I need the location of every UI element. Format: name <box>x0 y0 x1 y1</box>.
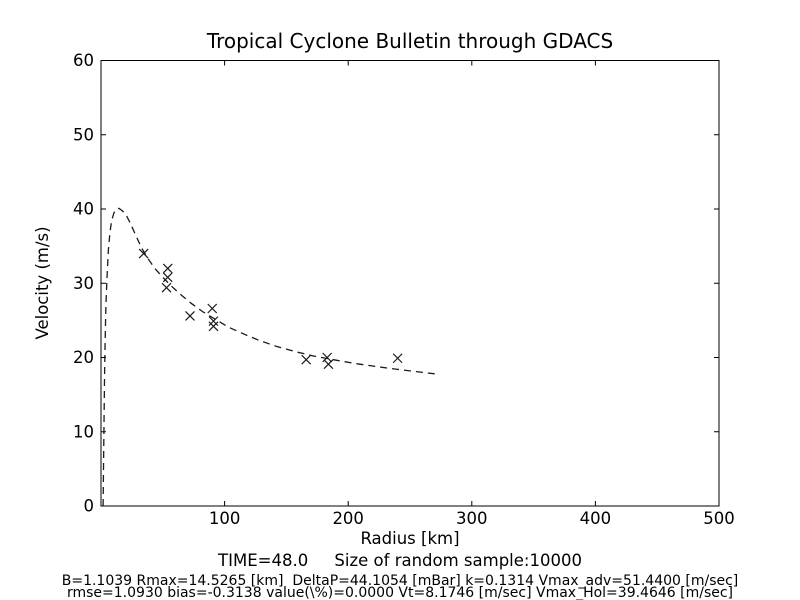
sample-point-marker <box>162 263 173 274</box>
y-tick-label: 50 <box>73 125 94 144</box>
footer-time-sample-text: TIME=48.0 Size of random sample:10000 <box>217 551 582 570</box>
x-tick-label: 300 <box>456 509 488 528</box>
y-tick-label: 10 <box>73 422 94 441</box>
y-axis-label: Velocity (m/s) <box>33 226 52 339</box>
footer-stats-text: rmse=1.0930 bias=-0.3138 value(\%)=0.000… <box>67 585 733 600</box>
tick-labels-group: 100 200 300 400 500 0 10 20 30 40 50 60 <box>73 51 735 528</box>
sample-point-marker <box>161 282 172 293</box>
sample-point-marker <box>323 359 334 370</box>
x-tick-label: 400 <box>580 509 612 528</box>
x-axis-label: Radius [km] <box>360 529 459 548</box>
x-tick-label: 200 <box>332 509 364 528</box>
sample-point-marker <box>392 353 403 364</box>
y-tick-label: 0 <box>84 497 95 516</box>
y-tick-label: 20 <box>73 348 94 367</box>
sample-point-marker <box>301 354 312 365</box>
sample-point-marker <box>185 310 195 321</box>
y-tick-label: 40 <box>73 200 94 219</box>
chart-title: Tropical Cyclone Bulletin through GDACS <box>206 29 613 53</box>
y-tick-label: 60 <box>73 51 94 70</box>
x-tick-label: 100 <box>209 509 241 528</box>
sample-point-marker <box>207 303 218 314</box>
x-tick-label: 500 <box>703 509 735 528</box>
sample-point-marker <box>162 272 173 283</box>
data-series-group <box>102 207 435 507</box>
footer-model-params-text: B=1.1039 Rmax=14.5265 [km] DeltaP=44.105… <box>62 573 739 589</box>
y-tick-label: 30 <box>73 274 94 293</box>
sample-point-marker <box>138 248 149 259</box>
sample-point-marker <box>208 321 219 332</box>
